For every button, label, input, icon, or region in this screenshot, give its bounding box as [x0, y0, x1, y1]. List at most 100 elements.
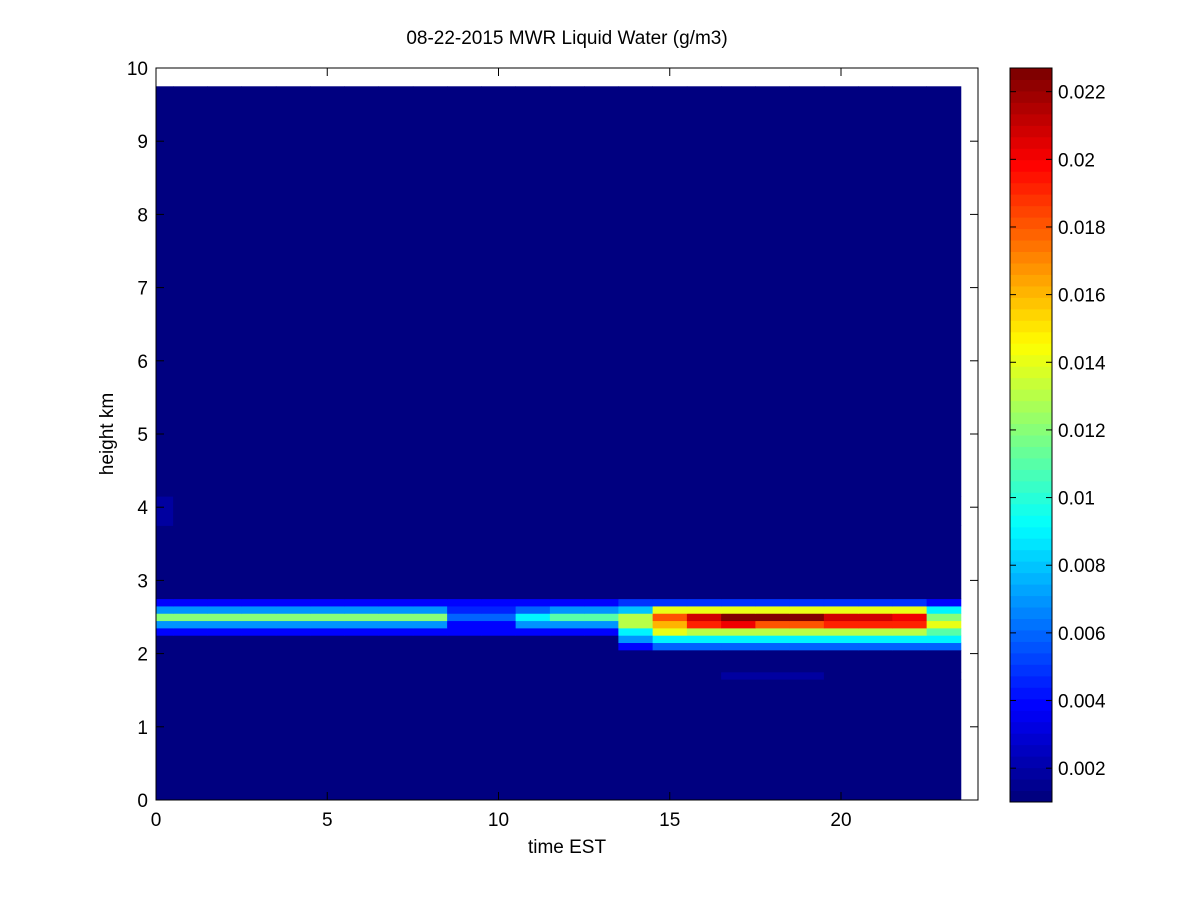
- colorbar-tick-label: 0.002: [1058, 759, 1106, 780]
- colorbar-swatch: [1010, 652, 1052, 665]
- heatmap-cell: [310, 642, 345, 651]
- heatmap-cell: [156, 649, 174, 673]
- colorbar-tick-label: 0.016: [1058, 286, 1106, 307]
- heatmap-cell: [412, 598, 448, 607]
- heatmap-cell: [549, 635, 585, 644]
- heatmap-cell: [549, 627, 585, 636]
- heatmap-cell: [481, 525, 517, 600]
- heatmap-cell: [584, 620, 619, 629]
- colorbar-swatch: [1010, 366, 1052, 379]
- heatmap-cell: [584, 627, 619, 636]
- heatmap-cell: [686, 642, 722, 651]
- y-tick-label: 5: [137, 425, 148, 446]
- x-axis-label: time EST: [528, 837, 607, 858]
- colorbar-tick-label: 0.022: [1058, 83, 1106, 104]
- colorbar-swatch: [1010, 194, 1052, 207]
- colorbar-swatch: [1010, 297, 1052, 310]
- heatmap-cell: [618, 635, 654, 644]
- colorbar-swatch: [1010, 389, 1052, 402]
- heatmap-cell: [686, 679, 722, 800]
- heatmap-cell: [447, 86, 482, 497]
- heatmap-cell: [618, 496, 654, 526]
- heatmap-cell: [344, 598, 380, 607]
- colorbar-swatch: [1010, 687, 1052, 700]
- heatmap-cell: [892, 496, 928, 526]
- heatmap-cell: [926, 635, 962, 644]
- heatmap-cell: [378, 86, 414, 497]
- colorbar-swatch: [1010, 446, 1052, 459]
- heatmap-cell: [310, 627, 345, 636]
- heatmap-cell: [207, 642, 243, 651]
- heatmap-cell: [789, 679, 825, 800]
- colorbar-swatch: [1010, 240, 1052, 252]
- heatmap-cell: [481, 649, 517, 673]
- heatmap-cell: [275, 649, 311, 673]
- colorbar-tick-label: 0.018: [1058, 218, 1106, 239]
- heatmap-cell: [755, 635, 791, 644]
- heatmap-cell: [173, 86, 208, 497]
- colorbar-swatch: [1010, 182, 1052, 195]
- heatmap-cell: [892, 649, 928, 673]
- heatmap-cell: [241, 598, 277, 607]
- heatmap-cell: [481, 496, 517, 526]
- heatmap-cell: [858, 635, 893, 644]
- heatmap-cell: [481, 635, 517, 644]
- heatmap-cell: [549, 620, 585, 629]
- heatmap-cell: [789, 606, 825, 614]
- heatmap-cell: [412, 671, 448, 680]
- heatmap-cell: [156, 671, 174, 680]
- heatmap-cell: [447, 496, 482, 526]
- heatmap-cell: [686, 671, 722, 680]
- colorbar-swatch: [1010, 744, 1052, 757]
- heatmap-cell: [549, 642, 585, 651]
- heatmap-cell: [241, 613, 277, 622]
- heatmap-cell: [858, 613, 893, 622]
- heatmap-cell: [275, 642, 311, 651]
- heatmap-cell: [584, 671, 619, 680]
- colorbar-tick-label: 0.008: [1058, 556, 1106, 577]
- heatmap-cell: [858, 642, 893, 651]
- heatmap-cell: [207, 606, 243, 614]
- colorbar-swatch: [1010, 68, 1052, 80]
- heatmap-cell: [926, 627, 962, 636]
- heatmap-cell: [156, 642, 174, 651]
- colorbar-swatch: [1010, 79, 1052, 92]
- colorbar-swatch: [1010, 779, 1052, 792]
- heatmap-cell: [412, 86, 448, 497]
- colorbar-swatch: [1010, 102, 1052, 115]
- x-tick-label: 5: [322, 810, 333, 831]
- heatmap-cell: [310, 649, 345, 673]
- heatmap-cell: [721, 613, 756, 622]
- heatmap-cell: [207, 496, 243, 526]
- heatmap-cell: [926, 671, 962, 680]
- heatmap-cell: [892, 598, 928, 607]
- heatmap-cell: [515, 679, 551, 800]
- heatmap-cell: [618, 613, 654, 622]
- heatmap-cell: [721, 525, 756, 600]
- colorbar-tick-label: 0.02: [1058, 150, 1095, 171]
- heatmap-cell: [173, 620, 208, 629]
- heatmap-cell: [344, 613, 380, 622]
- colorbar-swatch: [1010, 343, 1052, 356]
- heatmap-cell: [549, 86, 585, 497]
- heatmap-cell: [156, 598, 174, 607]
- heatmap-cells: [156, 86, 962, 800]
- heatmap-cell: [447, 620, 482, 629]
- heatmap-cell: [892, 679, 928, 800]
- heatmap-cell: [926, 86, 962, 497]
- heatmap-cell: [515, 613, 551, 622]
- heatmap-cell: [275, 598, 311, 607]
- heatmap-cell: [789, 671, 825, 680]
- heatmap-cell: [755, 606, 791, 614]
- heatmap-cell: [310, 86, 345, 497]
- heatmap-cell: [823, 86, 859, 497]
- heatmap-cell: [173, 671, 208, 680]
- heatmap-cell: [789, 635, 825, 644]
- heatmap-cell: [892, 642, 928, 651]
- heatmap-cell: [344, 627, 380, 636]
- y-axis-label: height km: [97, 393, 118, 475]
- x-tick-label: 15: [659, 810, 680, 831]
- heatmap-cell: [823, 613, 859, 622]
- heatmap-cell: [584, 635, 619, 644]
- heatmap-cell: [549, 606, 585, 614]
